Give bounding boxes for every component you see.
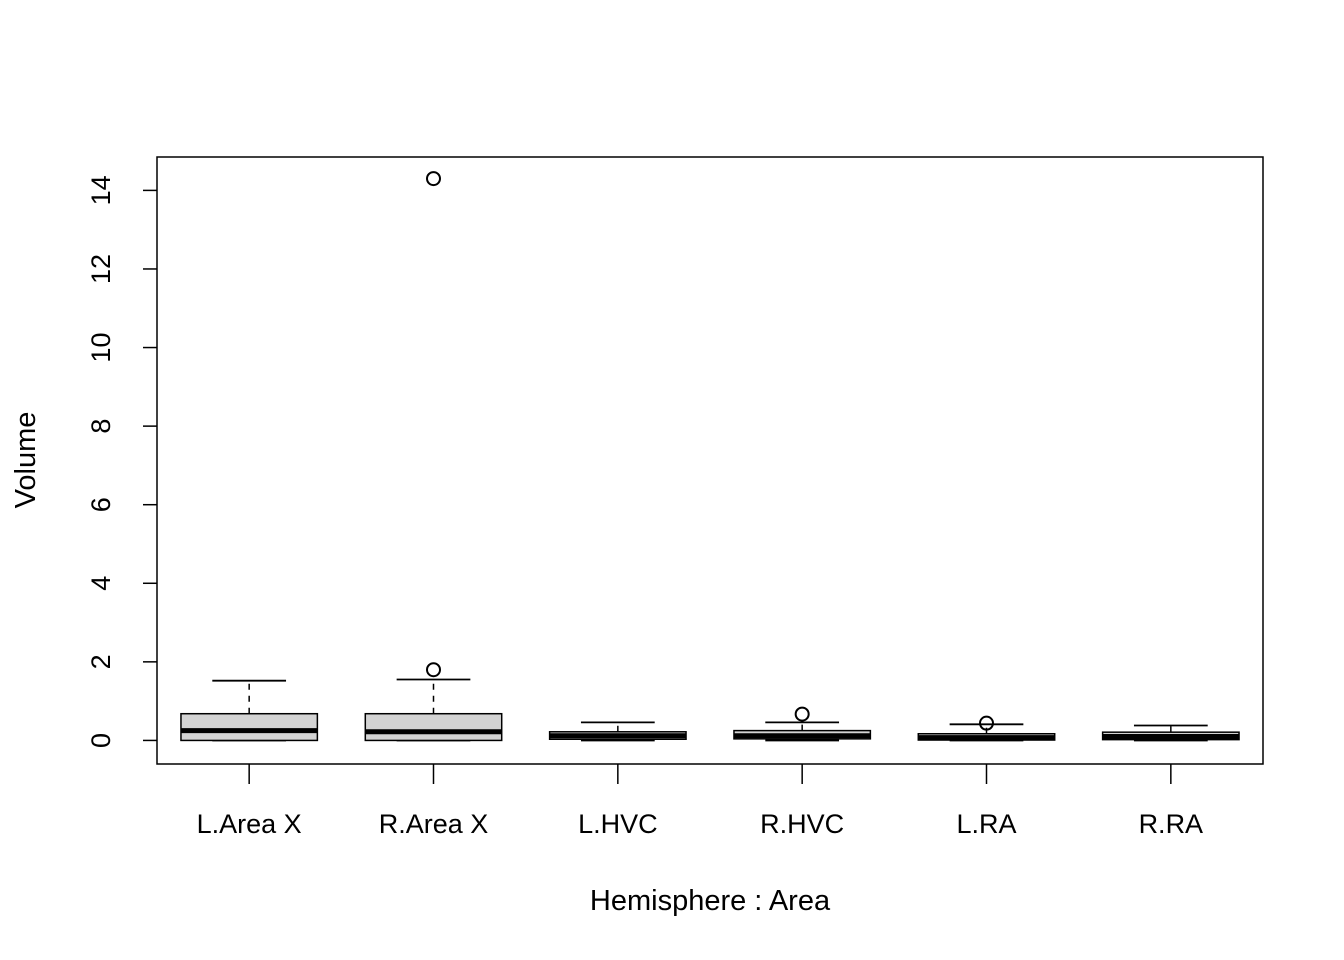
box (364, 712, 503, 742)
y-tick-label: 6 (86, 497, 116, 512)
y-tick-label: 2 (86, 654, 116, 669)
chart-marks (180, 171, 1240, 742)
outlier-point (794, 706, 810, 722)
x-tick-label: L.Area X (197, 809, 302, 839)
box-group (733, 706, 872, 742)
box-group (1101, 724, 1240, 742)
x-tick-label: L.HVC (578, 809, 658, 839)
x-axis: L.Area X R.Area X L.HVC R.HVC L.RA R.RA (197, 764, 1203, 839)
x-tick-label: R.RA (1139, 809, 1204, 839)
outlier-point (426, 171, 441, 187)
outlier-point (979, 715, 994, 731)
y-axis: 0 2 4 6 8 10 12 14 (86, 175, 157, 748)
y-tick-label: 4 (86, 576, 116, 591)
box-group (548, 721, 687, 742)
y-tick-label: 0 (86, 733, 116, 748)
box-group (364, 171, 503, 742)
y-tick-label: 12 (86, 254, 116, 284)
x-tick-label: R.Area X (379, 809, 489, 839)
x-axis-title: Hemisphere : Area (590, 885, 831, 917)
x-tick-label: L.RA (956, 809, 1016, 839)
box-group (917, 715, 1056, 742)
y-axis-title: Volume (10, 412, 42, 509)
box (180, 712, 319, 742)
plot-frame (156, 156, 1264, 765)
y-tick-label: 8 (86, 419, 116, 434)
y-tick-label: 10 (86, 333, 116, 363)
x-tick-label: R.HVC (760, 809, 844, 839)
outlier-point (426, 662, 441, 678)
box-group (180, 679, 319, 742)
y-tick-label: 14 (86, 175, 116, 205)
